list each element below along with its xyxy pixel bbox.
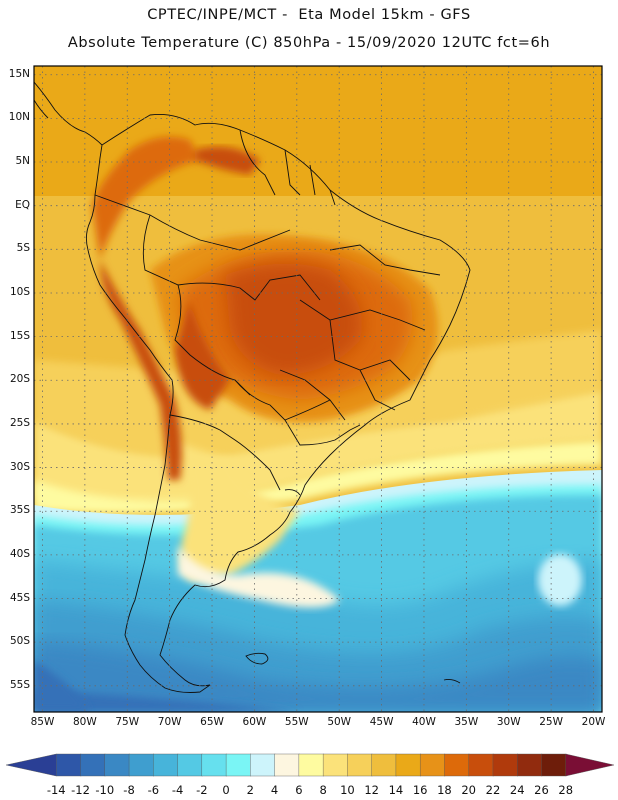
latitude-label: 45S bbox=[9, 591, 30, 604]
title-line-2: Absolute Temperature (C) 850hPa - 15/09/… bbox=[67, 35, 551, 51]
colorbar-tick-label: -12 bbox=[71, 783, 90, 797]
colorbar-tick-label: 20 bbox=[461, 783, 476, 797]
colorbar-tick-label: 24 bbox=[509, 783, 525, 797]
colorbar-tick-label: 10 bbox=[340, 783, 355, 797]
colorbar-tick-label: 22 bbox=[485, 783, 501, 797]
colorbar-swatch bbox=[153, 753, 179, 777]
colorbar-swatch bbox=[104, 753, 130, 777]
latitude-label: 15S bbox=[9, 329, 30, 342]
longitude-label: 65W bbox=[200, 716, 224, 728]
colorbar-tick-label: -6 bbox=[147, 783, 160, 797]
colorbar-swatch bbox=[177, 753, 203, 777]
colorbar-tick-label: 18 bbox=[437, 783, 452, 797]
latitude-label: 20S bbox=[9, 373, 30, 386]
colorbar-tick-label: -8 bbox=[123, 783, 135, 797]
temperature-field bbox=[34, 66, 602, 712]
colorbar-tick-label: 28 bbox=[558, 783, 574, 797]
longitude-label: 80W bbox=[72, 716, 97, 728]
latitude-label: 5S bbox=[16, 242, 30, 255]
gridlines bbox=[34, 66, 602, 712]
colorbar-swatch bbox=[201, 753, 227, 777]
longitude-label: 45W bbox=[369, 716, 394, 728]
latitude-label: 35S bbox=[9, 504, 30, 517]
latitude-label: 10N bbox=[8, 111, 30, 124]
colorbar-swatch bbox=[492, 753, 518, 777]
longitude-label: 55W bbox=[284, 716, 309, 728]
colorbar-tick-label: -14 bbox=[46, 783, 66, 797]
latitude-label: 55S bbox=[9, 678, 30, 691]
colorbar-tick-label: 0 bbox=[222, 783, 230, 797]
latitude-label: 15N bbox=[8, 67, 30, 80]
colorbar-tick-label: 26 bbox=[534, 783, 549, 797]
latitude-label: 25S bbox=[9, 416, 30, 429]
colorbar-swatch bbox=[322, 753, 349, 777]
colorbar-tick-label: 14 bbox=[388, 783, 404, 797]
colorbar bbox=[5, 753, 615, 777]
longitude-label: 70W bbox=[157, 716, 182, 728]
colorbar-tick-label: 2 bbox=[246, 783, 254, 797]
colorbar-tick-label: 12 bbox=[364, 783, 379, 797]
colorbar-swatch bbox=[468, 753, 494, 777]
colorbar-swatch bbox=[274, 753, 300, 777]
colorbar-swatch bbox=[5, 753, 57, 777]
latitude-label: 40S bbox=[9, 547, 30, 560]
colorbar-swatch bbox=[371, 753, 397, 777]
colorbar-swatch bbox=[541, 753, 567, 777]
title-line-1: CPTEC/INPE/MCT - Eta Model 15km - GFS bbox=[147, 7, 471, 23]
longitude-label: 50W bbox=[327, 716, 352, 728]
latitude-label: 10S bbox=[9, 285, 30, 298]
colorbar-swatch bbox=[250, 753, 276, 777]
longitude-label: 25W bbox=[539, 716, 563, 728]
colorbar-tick-label: -2 bbox=[196, 783, 208, 797]
latitude-label: 50S bbox=[9, 635, 30, 648]
colorbar-swatch bbox=[80, 753, 106, 777]
colorbar-swatch bbox=[56, 753, 82, 777]
colorbar-swatch bbox=[347, 753, 373, 777]
colorbar-tick-label: 6 bbox=[295, 783, 303, 797]
coastlines bbox=[34, 81, 471, 693]
colorbar-swatch bbox=[225, 753, 252, 777]
map-frame bbox=[33, 65, 603, 713]
colorbar-tick-label: 16 bbox=[412, 783, 428, 797]
colorbar-swatch bbox=[444, 753, 470, 777]
longitude-label: 75W bbox=[115, 716, 140, 728]
latitude-label: EQ bbox=[15, 198, 30, 211]
colorbar-tick-label: 4 bbox=[270, 783, 279, 797]
latitude-label: 30S bbox=[9, 460, 30, 473]
colorbar-tick-label: 8 bbox=[319, 783, 327, 797]
longitude-label: 20W bbox=[581, 716, 606, 728]
colorbar-swatch bbox=[395, 753, 421, 777]
longitude-label: 30W bbox=[496, 716, 521, 728]
colorbar-swatch bbox=[298, 753, 324, 777]
longitude-label: 35W bbox=[454, 716, 479, 728]
latitude-label: 5N bbox=[15, 155, 30, 168]
colorbar-swatch bbox=[419, 753, 446, 777]
longitude-label: 60W bbox=[242, 716, 267, 728]
colorbar-swatch bbox=[517, 753, 543, 777]
colorbar-tick-label: -10 bbox=[95, 783, 115, 797]
colorbar-swatch bbox=[565, 753, 615, 777]
longitude-label: 85W bbox=[30, 716, 55, 728]
longitude-label: 40W bbox=[412, 716, 436, 728]
colorbar-tick-label: -4 bbox=[171, 783, 184, 797]
colorbar-swatch bbox=[128, 753, 155, 777]
